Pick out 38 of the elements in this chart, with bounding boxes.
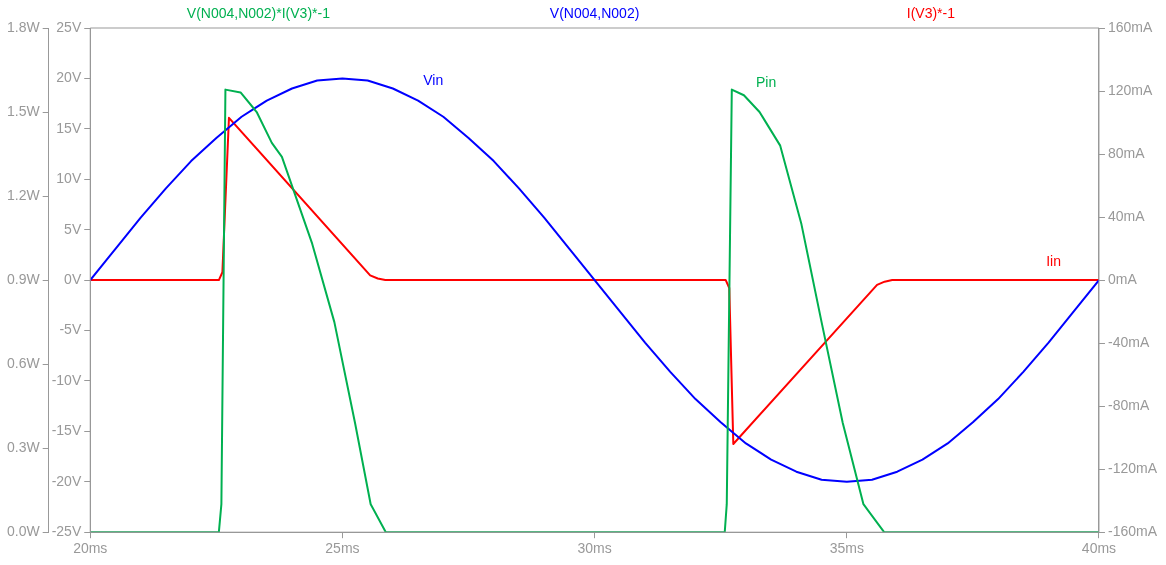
y-tick-label: 15V bbox=[56, 119, 82, 136]
y-tick-label: -15V bbox=[51, 422, 82, 439]
annotation: Iin bbox=[1046, 253, 1061, 270]
y-tick-label: 5V bbox=[64, 220, 82, 237]
y2-tick-label: 0mA bbox=[1107, 270, 1138, 287]
y3-tick-label: 1.5W bbox=[6, 102, 41, 119]
y3-tick-label: 1.2W bbox=[6, 186, 41, 203]
y-tick-label: 25V bbox=[56, 18, 82, 35]
x-tick-label: 30ms bbox=[577, 540, 612, 557]
y2-tick-label: -40mA bbox=[1107, 333, 1150, 350]
y2-tick-label: -160mA bbox=[1107, 523, 1158, 540]
y-tick-label: -20V bbox=[51, 472, 82, 489]
y3-tick-label: 0.6W bbox=[6, 354, 41, 371]
y-tick-label: -5V bbox=[59, 321, 82, 338]
y-tick-label: -25V bbox=[51, 523, 82, 540]
annotation: Vin bbox=[423, 71, 444, 88]
y2-tick-label: 40mA bbox=[1107, 207, 1146, 224]
y-tick-label: 20V bbox=[56, 69, 82, 86]
y3-tick-label: 1.8W bbox=[6, 18, 41, 35]
annotation: Pin bbox=[755, 74, 777, 91]
y2-tick-label: -80mA bbox=[1107, 397, 1150, 414]
x-tick-label: 40ms bbox=[1081, 540, 1117, 557]
x-tick-label: 20ms bbox=[73, 540, 108, 557]
y2-tick-label: 80mA bbox=[1107, 144, 1146, 161]
x-tick-label: 25ms bbox=[325, 540, 360, 557]
y2-tick-label: 160mA bbox=[1107, 18, 1153, 35]
y2-tick-label: -120mA bbox=[1107, 460, 1158, 477]
y3-tick-label: 0.9W bbox=[6, 270, 41, 287]
y-tick-label: 10V bbox=[56, 170, 82, 187]
y-tick-label: 0V bbox=[64, 270, 82, 287]
y-tick-label: -10V bbox=[51, 371, 82, 388]
text: I(V3)*-1 bbox=[906, 4, 956, 21]
y3-tick-label: 0.3W bbox=[6, 439, 41, 456]
y2-tick-label: 120mA bbox=[1107, 81, 1153, 98]
text: V(N004,N002) bbox=[549, 4, 640, 21]
y3-tick-label: 0.0W bbox=[6, 523, 41, 540]
x-tick-label: 35ms bbox=[829, 540, 864, 557]
text: V(N004,N002)*I(V3)*-1 bbox=[186, 4, 331, 21]
